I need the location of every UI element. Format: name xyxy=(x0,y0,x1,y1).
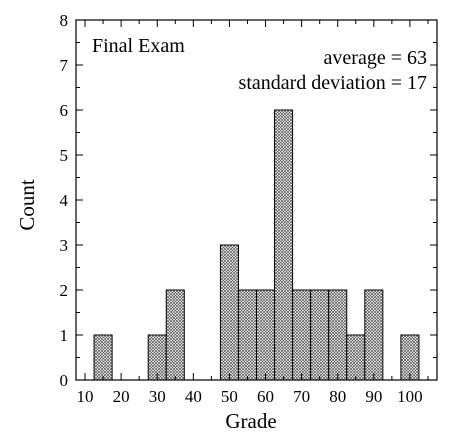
x-tick-label-30: 30 xyxy=(149,387,166,406)
x-tick-label-10: 10 xyxy=(77,387,94,406)
ticks-layer: 10 20 30 40 50 60 70 80 90 100 0 1 2 3 4 5 6 7 8 xyxy=(60,11,437,406)
bar-15 xyxy=(93,334,113,381)
bar-50 xyxy=(219,244,239,381)
y-tick-label-1: 1 xyxy=(60,326,69,345)
bar-60 xyxy=(256,289,276,381)
x-tick-label-70: 70 xyxy=(293,387,310,406)
y-axis-label: Count xyxy=(15,179,39,231)
y-tick-label-8: 8 xyxy=(60,11,69,30)
chart-title: Final Exam xyxy=(92,35,185,57)
x-tick-label-50: 50 xyxy=(221,387,238,406)
y-tick-label-3: 3 xyxy=(60,236,69,255)
y-tick-label-2: 2 xyxy=(60,281,69,300)
x-tick-label-40: 40 xyxy=(185,387,202,406)
x-tick-label-60: 60 xyxy=(257,387,274,406)
bar-65 xyxy=(274,109,294,381)
x-tick-label-90: 90 xyxy=(365,387,382,406)
y-tick-label-0: 0 xyxy=(60,371,69,390)
annotation-average: average = 63 xyxy=(324,47,427,69)
annotation-standard-deviation: standard deviation = 17 xyxy=(239,72,427,94)
y-tick-label-6: 6 xyxy=(60,101,69,120)
bar-70 xyxy=(292,289,312,381)
x-tick-label-80: 80 xyxy=(329,387,346,406)
bars-layer xyxy=(93,109,420,381)
bar-35 xyxy=(165,289,185,381)
bar-75 xyxy=(310,289,330,381)
bar-90 xyxy=(364,289,384,381)
bar-55 xyxy=(237,289,257,381)
x-axis-label: Grade xyxy=(225,409,276,433)
y-tick-label-5: 5 xyxy=(60,146,69,165)
y-tick-label-4: 4 xyxy=(60,191,69,210)
x-tick-label-20: 20 xyxy=(113,387,130,406)
bar-80 xyxy=(328,289,348,381)
y-tick-label-7: 7 xyxy=(60,56,69,75)
x-tick-label-100: 100 xyxy=(397,387,423,406)
bar-85 xyxy=(346,334,366,381)
